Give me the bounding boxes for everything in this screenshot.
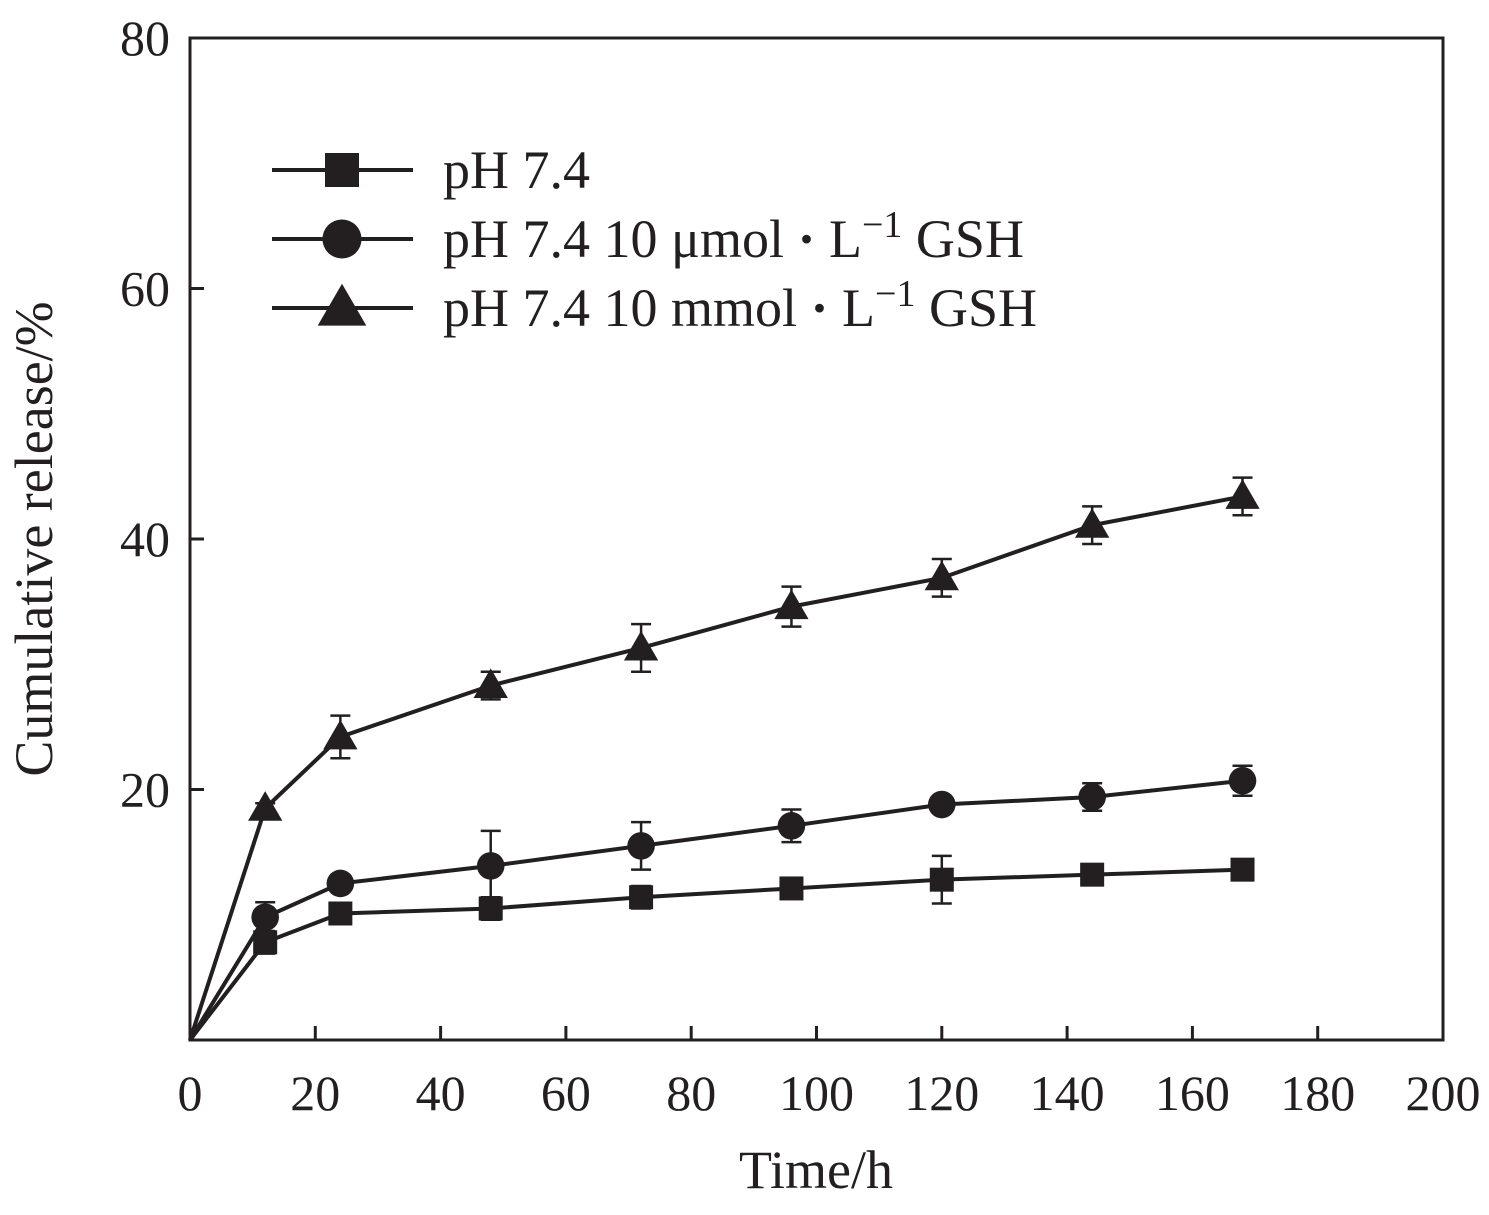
square-marker — [929, 867, 954, 892]
x-tick-label: 140 — [1030, 1065, 1105, 1121]
circle-marker — [322, 219, 362, 259]
legend-label: pH 7.4 10 mmol · L−1 GSH — [443, 273, 1037, 338]
square-marker — [328, 901, 353, 926]
legend-item: pH 7.4 — [272, 140, 590, 200]
triangle-marker — [774, 589, 809, 620]
circle-marker — [251, 903, 279, 932]
circle-marker — [1078, 783, 1106, 811]
x-tick-label: 80 — [666, 1065, 716, 1121]
x-tick-label: 0 — [178, 1065, 203, 1121]
circle-marker — [777, 812, 806, 840]
x-tick-label: 20 — [290, 1065, 340, 1121]
square-marker — [1230, 857, 1255, 882]
circle-marker — [1228, 766, 1257, 795]
square-marker — [253, 930, 278, 955]
circle-marker — [928, 790, 956, 819]
legend-label: pH 7.4 10 μmol · L−1 GSH — [443, 204, 1024, 269]
triangle-marker — [323, 719, 358, 750]
y-tick-label: 80 — [120, 10, 170, 66]
legend-item: pH 7.4 10 μmol · L−1 GSH — [272, 204, 1024, 269]
square-marker — [325, 153, 359, 187]
triangle-marker — [623, 630, 659, 661]
series-triangle — [188, 476, 1260, 1041]
x-tick-label: 200 — [1406, 1065, 1481, 1121]
series-circle — [188, 764, 1257, 1042]
y-tick-label: 40 — [120, 511, 170, 567]
square-marker — [779, 876, 804, 901]
triangle-marker — [473, 668, 508, 699]
triangle-marker — [317, 283, 367, 326]
legend-item: pH 7.4 10 mmol · L−1 GSH — [272, 273, 1037, 338]
y-axis-label: Cumulative release/% — [4, 301, 64, 776]
x-tick-label: 180 — [1280, 1065, 1355, 1121]
x-tick-label: 160 — [1155, 1065, 1230, 1121]
triangle-marker — [1075, 508, 1110, 538]
square-marker — [1080, 862, 1105, 887]
series-line — [188, 494, 1243, 1041]
circle-marker — [627, 832, 655, 860]
square-marker — [629, 885, 654, 910]
series-line — [188, 867, 1243, 1042]
y-tick-label: 20 — [120, 762, 170, 818]
plot-frame — [188, 36, 1445, 1042]
triangle-marker — [1225, 479, 1260, 509]
x-tick-label: 120 — [904, 1065, 979, 1121]
triangle-marker — [248, 791, 283, 821]
circle-marker — [326, 869, 355, 898]
legend-label: pH 7.4 — [443, 140, 590, 200]
circle-marker — [476, 852, 505, 880]
x-tick-label: 100 — [779, 1065, 854, 1121]
x-tick-label: 40 — [416, 1065, 466, 1121]
x-axis-label: Time/h — [739, 1140, 893, 1200]
y-tick-label: 60 — [120, 261, 170, 317]
triangle-marker — [924, 560, 959, 591]
series-square — [188, 854, 1255, 1042]
x-tick-label: 60 — [541, 1065, 591, 1121]
